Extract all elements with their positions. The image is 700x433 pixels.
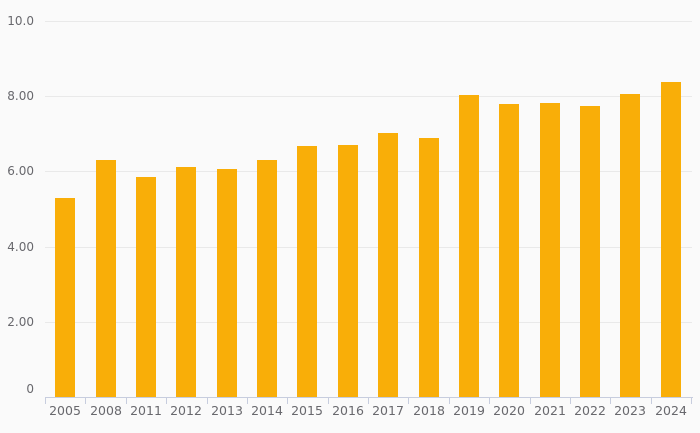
y-axis-tick-label: 8.00 xyxy=(7,89,34,103)
x-axis-tick-label: 2019 xyxy=(453,403,485,418)
x-axis-tick xyxy=(530,397,531,404)
bar-2011[interactable] xyxy=(136,177,156,397)
x-axis-tick xyxy=(691,397,692,404)
bar-2018[interactable] xyxy=(419,138,439,397)
x-axis-tick-label: 2015 xyxy=(291,403,323,418)
y-axis-tick-label: 0 xyxy=(26,382,34,396)
bar-2019[interactable] xyxy=(459,95,479,397)
x-axis-tick xyxy=(328,397,329,404)
bar-2021[interactable] xyxy=(540,103,560,397)
y-axis-tick-label: 10.0 xyxy=(7,14,34,28)
x-axis-tick-label: 2016 xyxy=(332,403,364,418)
gridline-6.00 xyxy=(45,171,692,172)
x-axis-tick xyxy=(651,397,652,404)
x-axis-tick-label: 2014 xyxy=(251,403,283,418)
x-axis-tick xyxy=(166,397,167,404)
x-axis-tick-label: 2023 xyxy=(614,403,646,418)
y-axis-tick-label: 6.00 xyxy=(7,164,34,178)
x-axis-tick xyxy=(85,397,86,404)
x-axis-tick-label: 2012 xyxy=(170,403,202,418)
y-axis-tick-label: 4.00 xyxy=(7,240,34,254)
bar-2023[interactable] xyxy=(620,94,640,397)
x-axis-tick-label: 2018 xyxy=(413,403,445,418)
bar-2020[interactable] xyxy=(499,104,519,397)
x-axis-tick-label: 2022 xyxy=(574,403,606,418)
x-axis-tick xyxy=(610,397,611,404)
x-axis-tick xyxy=(247,397,248,404)
x-axis-tick xyxy=(207,397,208,404)
x-axis-tick xyxy=(449,397,450,404)
x-axis-line xyxy=(45,397,693,398)
bar-2014[interactable] xyxy=(257,160,277,397)
x-axis-tick-label: 2013 xyxy=(211,403,243,418)
x-axis-tick xyxy=(489,397,490,404)
x-axis-tick xyxy=(45,397,46,404)
gridline-4.00 xyxy=(45,247,692,248)
bar-2016[interactable] xyxy=(338,145,358,397)
x-axis-tick-label: 2011 xyxy=(130,403,162,418)
bar-2008[interactable] xyxy=(96,160,116,397)
x-axis-tick xyxy=(126,397,127,404)
bar-2024[interactable] xyxy=(661,82,681,397)
gridline-10.0 xyxy=(45,21,692,22)
x-axis-tick-label: 2008 xyxy=(90,403,122,418)
x-axis-tick-label: 2005 xyxy=(49,403,81,418)
gridline-2.00 xyxy=(45,322,692,323)
x-axis-tick xyxy=(368,397,369,404)
bar-2022[interactable] xyxy=(580,106,600,397)
bar-2005[interactable] xyxy=(55,198,75,397)
x-axis-tick xyxy=(287,397,288,404)
x-axis-tick-label: 2020 xyxy=(493,403,525,418)
x-axis-tick xyxy=(570,397,571,404)
x-axis-tick xyxy=(408,397,409,404)
gridline-8.00 xyxy=(45,96,692,97)
bar-2013[interactable] xyxy=(217,169,237,397)
x-axis-tick-label: 2021 xyxy=(534,403,566,418)
bar-2015[interactable] xyxy=(297,146,317,397)
bar-2017[interactable] xyxy=(378,133,398,397)
y-axis-tick-label: 2.00 xyxy=(7,315,34,329)
bar-2012[interactable] xyxy=(176,167,196,397)
x-axis-tick-label: 2017 xyxy=(372,403,404,418)
x-axis-tick-label: 2024 xyxy=(655,403,687,418)
